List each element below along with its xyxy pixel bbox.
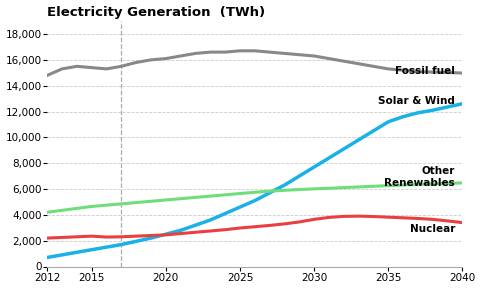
Text: Fossil fuel: Fossil fuel — [394, 66, 454, 77]
Text: Solar & Wind: Solar & Wind — [377, 96, 454, 106]
Text: Other
Renewables: Other Renewables — [384, 166, 454, 188]
Text: Nuclear: Nuclear — [408, 224, 454, 234]
Text: Electricity Generation  (TWh): Electricity Generation (TWh) — [47, 5, 265, 18]
